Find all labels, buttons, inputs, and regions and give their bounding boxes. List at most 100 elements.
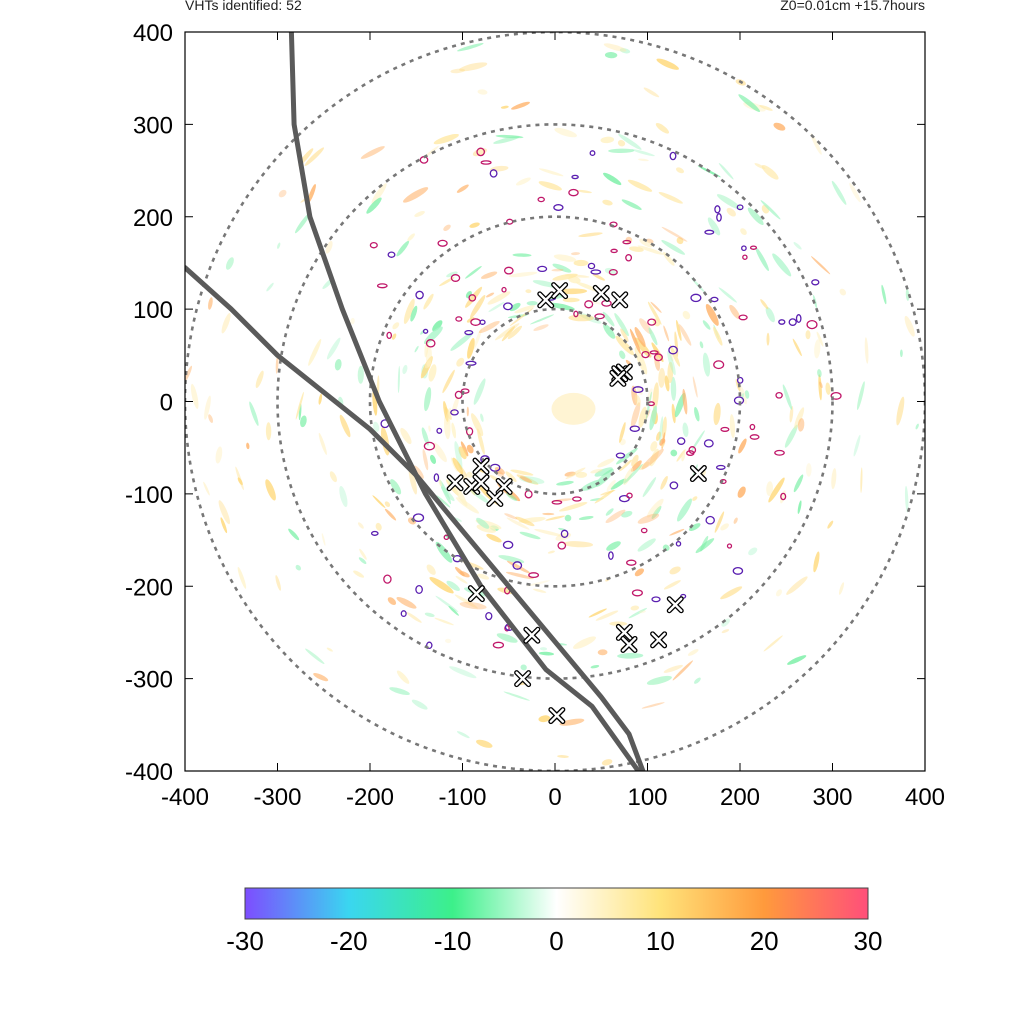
vorticity-contour (501, 286, 507, 293)
field-streak (663, 252, 675, 266)
storm-tracks (185, 32, 646, 771)
field-streak (631, 149, 655, 157)
vorticity-contour (450, 409, 459, 416)
vorticity-contour (780, 492, 787, 501)
field-streak (503, 691, 530, 701)
field-streak (372, 495, 386, 508)
vorticity-contour (742, 254, 748, 260)
field-streak (638, 461, 650, 471)
field-streak (602, 199, 613, 206)
field-streak (500, 105, 509, 109)
field-streak (396, 240, 410, 257)
vorticity-contour (479, 319, 486, 325)
field-streak (619, 459, 632, 472)
vorticity-contour (383, 574, 392, 584)
field-streak (747, 207, 764, 226)
field-streak (669, 352, 674, 362)
field-streak (452, 457, 464, 475)
vht-marker (467, 585, 485, 603)
field-streak (609, 621, 628, 626)
field-streak (590, 300, 602, 305)
field-streak (538, 651, 555, 656)
vorticity-contour (553, 204, 564, 211)
field-streak (772, 253, 792, 277)
vorticity-contour (675, 540, 682, 547)
vht-marker (620, 635, 638, 653)
field-streak (761, 164, 779, 180)
field-streak (450, 331, 474, 351)
field-streak (606, 541, 621, 551)
field-streak (423, 293, 434, 310)
field-streak (446, 580, 460, 591)
field-streak (638, 406, 647, 428)
vorticity-contour (436, 427, 443, 434)
field-streak (695, 538, 715, 554)
field-streak (514, 305, 535, 314)
field-streak (766, 481, 774, 496)
field-streak (647, 498, 664, 518)
field-streak (670, 376, 677, 401)
vorticity-contour (610, 248, 618, 254)
vorticity-contour (369, 241, 378, 249)
field-streak (456, 731, 470, 739)
field-streak (600, 489, 616, 496)
field-streak (288, 528, 300, 541)
field-streak (721, 618, 730, 627)
field-streak (606, 479, 616, 492)
field-streak (669, 528, 685, 536)
field-streak (602, 311, 615, 327)
vorticity-contour (736, 376, 744, 384)
field-streak (793, 474, 804, 493)
field-streak (594, 467, 613, 477)
vorticity-contour (688, 446, 697, 454)
field-streak (575, 471, 588, 478)
field-streak (564, 471, 576, 477)
field-streak (605, 508, 614, 516)
field-streak (533, 588, 547, 593)
x-tick-label: 0 (548, 784, 561, 811)
field-streak (519, 476, 533, 483)
field-streak (631, 454, 639, 467)
field-streak (446, 271, 458, 278)
field-streak (630, 460, 642, 472)
vorticity-contour (811, 279, 820, 286)
field-streak (793, 242, 802, 250)
field-streak (237, 567, 247, 589)
vht-marker (472, 457, 490, 475)
field-streak (554, 127, 578, 138)
field-streak (713, 402, 721, 426)
eye-center-patch (551, 392, 596, 425)
field-streak (825, 382, 831, 395)
field-streak (538, 181, 562, 191)
field-streak (480, 413, 484, 422)
vorticity-contour (426, 641, 433, 650)
vorticity-contour (629, 425, 640, 432)
field-streak (480, 271, 498, 279)
field-streak (629, 246, 644, 252)
vorticity-contour (425, 339, 436, 348)
range-ring-200 (368, 215, 742, 588)
field-streak (397, 365, 400, 394)
y-tick-label: 100 (133, 297, 173, 324)
vorticity-contour (690, 293, 702, 303)
field-streak (467, 337, 475, 359)
y-tick-label: -400 (125, 759, 173, 786)
field-streak (655, 122, 670, 134)
field-streak (681, 450, 686, 462)
field-streak (396, 670, 410, 684)
field-streak (422, 449, 429, 471)
vorticity-contour (502, 540, 514, 550)
field-streak (639, 238, 653, 248)
field-streak (400, 427, 412, 445)
field-streak (473, 378, 486, 405)
field-streak (434, 617, 454, 626)
vorticity-contour (485, 611, 493, 621)
vorticity-contour (703, 439, 714, 448)
field-streak (592, 273, 606, 281)
field-streak (339, 414, 351, 438)
field-streak (487, 291, 511, 305)
field-streak (501, 326, 515, 342)
field-streak (860, 467, 863, 493)
vorticity-contour (726, 543, 733, 549)
field-streak (664, 375, 670, 392)
